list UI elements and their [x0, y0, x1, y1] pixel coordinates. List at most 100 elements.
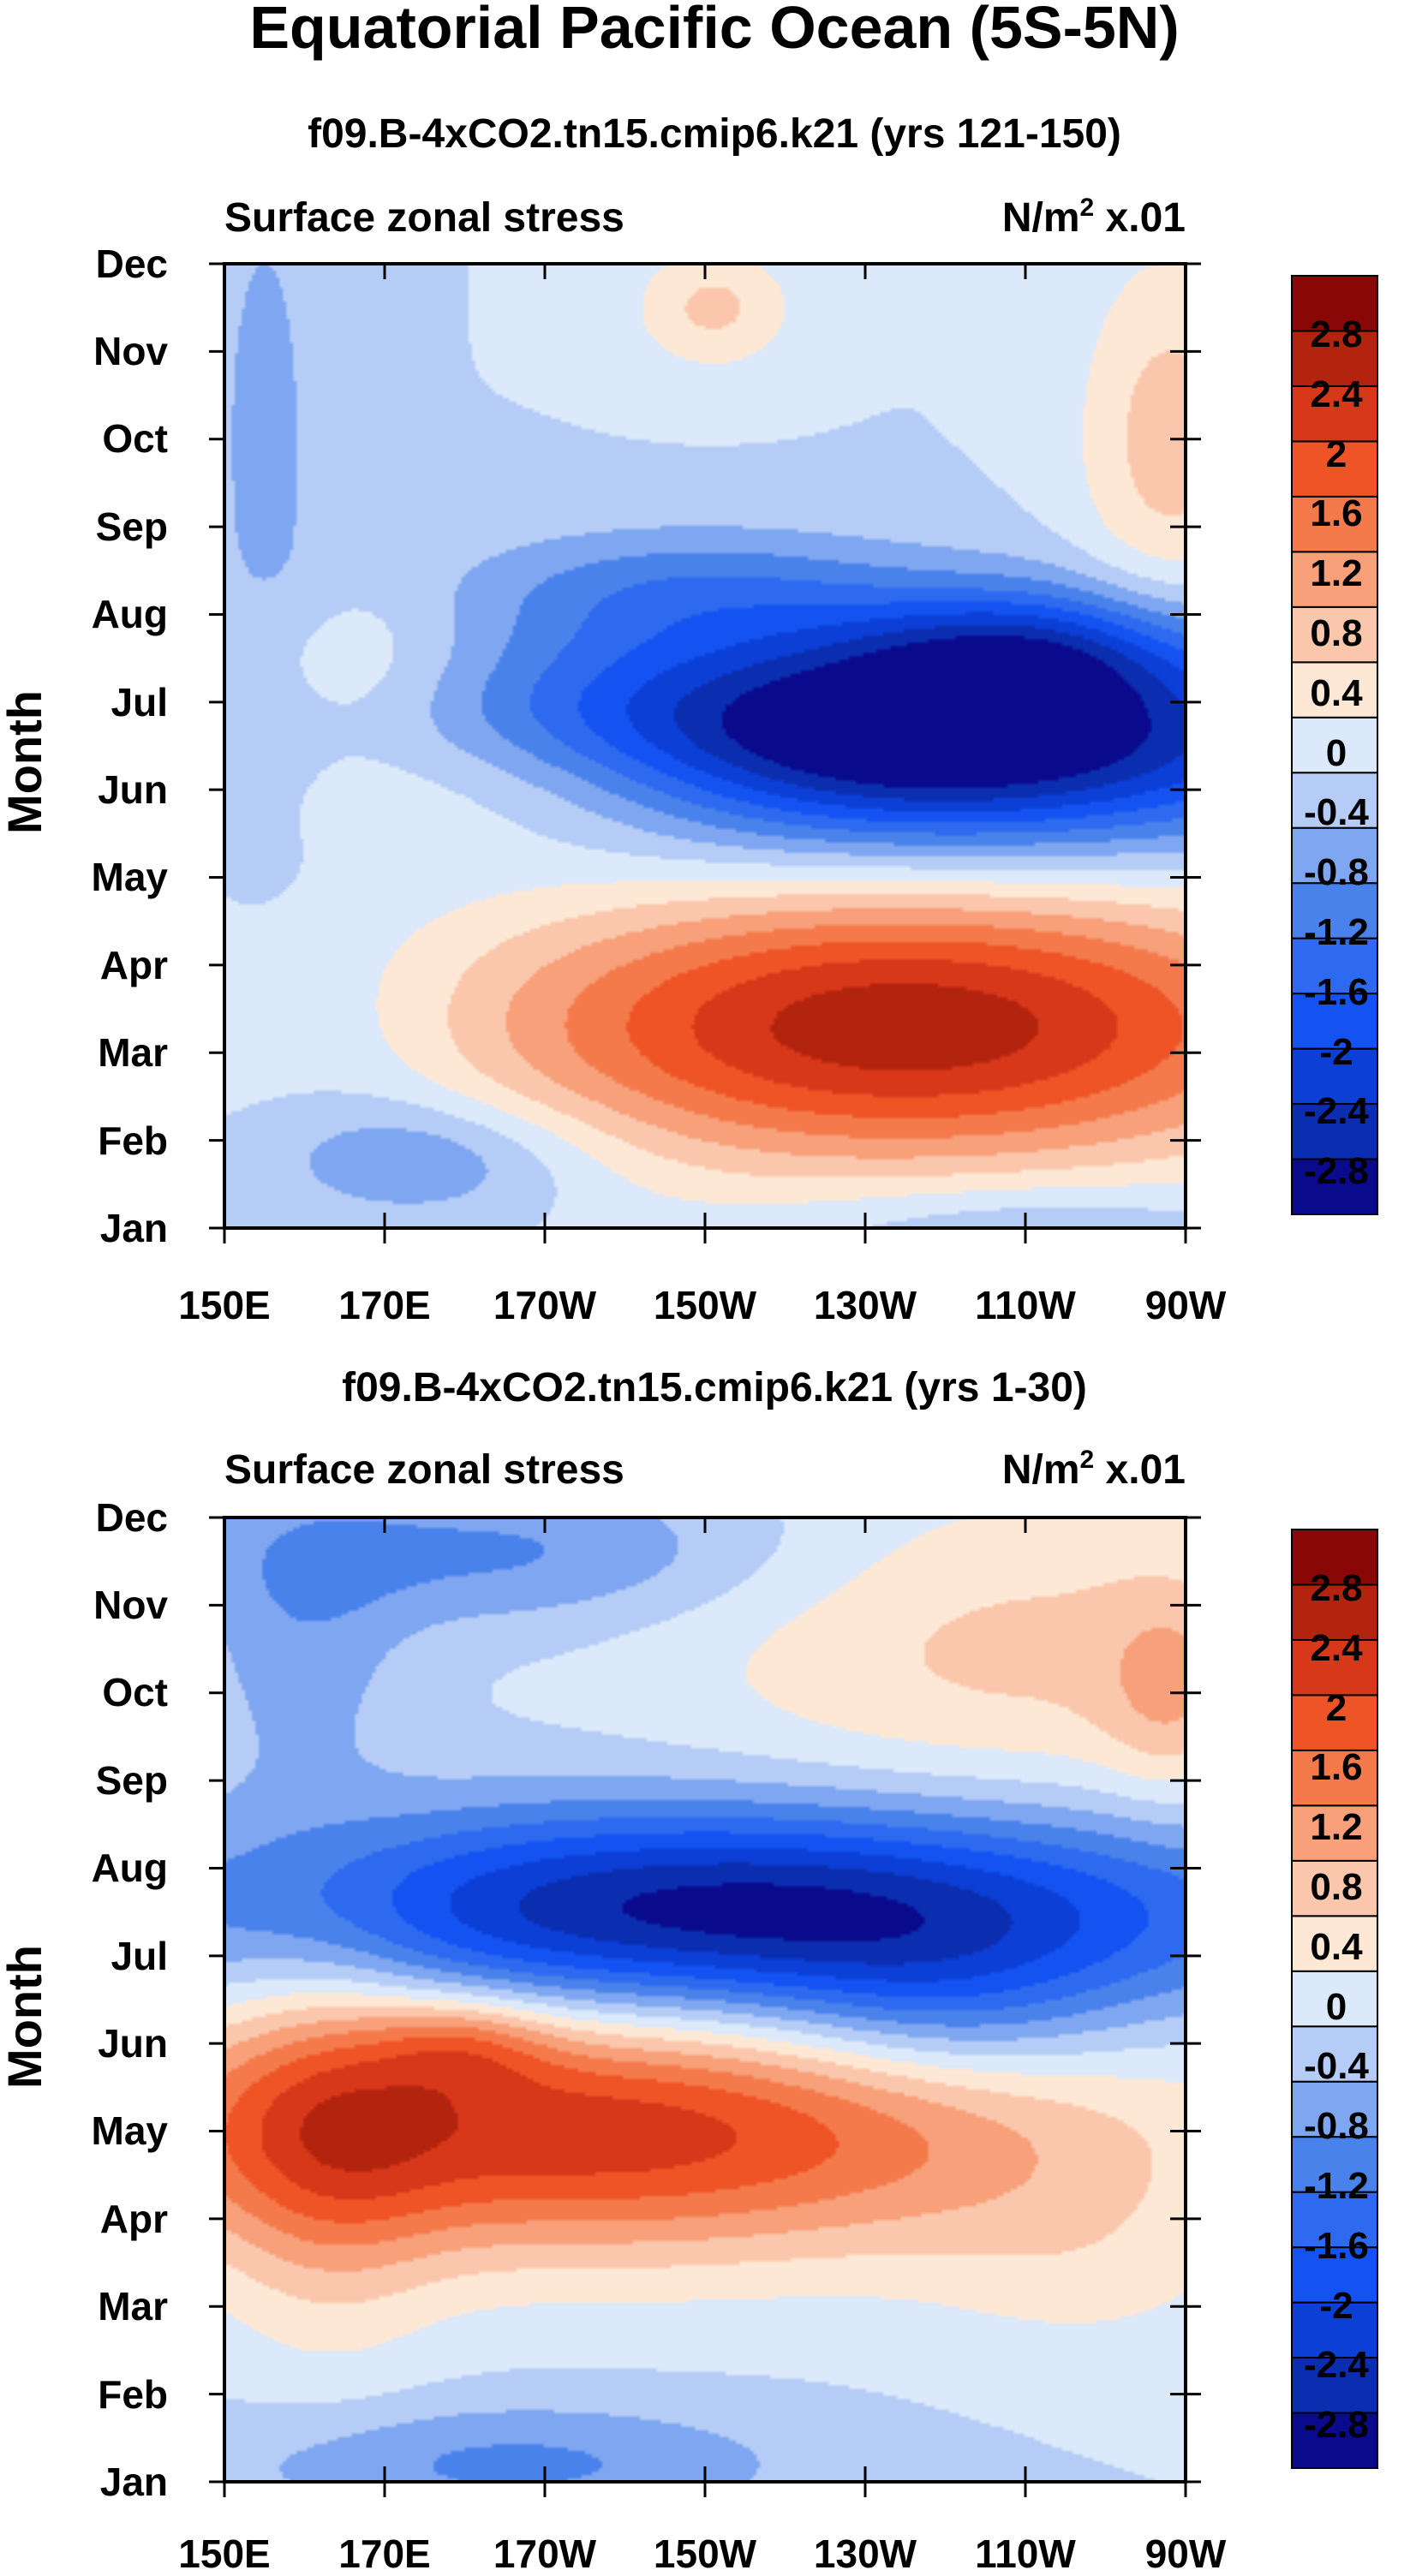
- colorbar-swatch: [1291, 826, 1378, 885]
- colorbar-label: -0.4: [1304, 2045, 1369, 2087]
- colorbar-label: -1.6: [1304, 971, 1369, 1013]
- colorbar-swatch: [1291, 495, 1378, 553]
- colorbar-label: 0: [1326, 732, 1347, 774]
- figure-title: Equatorial Pacific Ocean (5S-5N): [249, 0, 1179, 61]
- colorbar-swatch: [1291, 440, 1378, 498]
- y-tick-label: Sep: [96, 1758, 168, 1803]
- x-tick-label: 130W: [814, 1283, 917, 1327]
- colorbar-label: 2.8: [1310, 1567, 1362, 1609]
- colorbar-label: 0.4: [1310, 1926, 1363, 1968]
- colorbar-swatch: [1291, 1915, 1378, 1972]
- colorbar-label: -1.2: [1304, 2165, 1369, 2207]
- colorbar-swatch: [1291, 2191, 1378, 2249]
- x-tick-label: 110W: [975, 1283, 1076, 1327]
- panel-top-left-label: Surface zonal stress: [224, 195, 624, 241]
- colorbar-label: -2: [1319, 1031, 1353, 1073]
- colorbar-label: -2.8: [1304, 1150, 1369, 1192]
- x-tick-label: 170W: [493, 1283, 597, 1327]
- y-tick-label: Jan: [100, 2460, 168, 2504]
- colorbar-swatch: [1291, 2357, 1378, 2414]
- y-tick-label: Jun: [98, 767, 168, 812]
- x-tick-label: 130W: [814, 2531, 917, 2576]
- colorbar-label: 1.6: [1310, 492, 1362, 534]
- x-tick-label: 150E: [178, 1283, 270, 1327]
- colorbar-swatch: [1291, 1638, 1378, 1696]
- colorbar-swatch: [1291, 1047, 1378, 1106]
- colorbar-label: -0.4: [1304, 791, 1369, 833]
- y-tick-label: Oct: [102, 1670, 168, 1714]
- x-tick-label: 170E: [338, 1283, 430, 1327]
- y-tick-label: Aug: [92, 592, 168, 636]
- panel-bottom-title: f09.B-4xCO2.tn15.cmip6.k21 (yrs 1-30): [342, 1365, 1087, 1410]
- colorbar-swatch: [1291, 275, 1378, 332]
- panel-top: f09.B-4xCO2.tn15.cmip6.k21 (yrs 121-150)…: [0, 111, 1378, 1327]
- panel-top-y-ticks: Jan Feb Mar Apr May Jun Jul Aug Sep Oct …: [92, 242, 169, 1250]
- x-tick-label: 150E: [178, 2531, 270, 2576]
- colorbar-swatch: [1291, 551, 1378, 608]
- colorbar-swatch: [1291, 1103, 1378, 1160]
- colorbar-label: 1.6: [1310, 1746, 1362, 1788]
- colorbar-swatch: [1291, 2412, 1378, 2469]
- colorbar-label: -0.8: [1304, 851, 1369, 893]
- y-tick-label: May: [92, 2108, 169, 2153]
- panel-bottom-colorbar: [1291, 1529, 1378, 2469]
- y-tick-label: May: [92, 855, 169, 899]
- y-tick-label: Nov: [93, 329, 168, 373]
- colorbar-swatch: [1291, 937, 1378, 995]
- colorbar-swatch: [1291, 882, 1378, 939]
- y-tick-label: Mar: [98, 1030, 168, 1075]
- panel-bottom-x-ticks: 150E 170E 170W 150W 130W 110W 90W: [178, 2531, 1227, 2576]
- colorbar-swatch: [1291, 1749, 1378, 1807]
- panel-top-frame: [223, 262, 1187, 1230]
- y-tick-label: Feb: [98, 2372, 168, 2417]
- y-tick-label: Jun: [98, 2021, 168, 2066]
- panel-top-x-ticks: 150E 170E 170W 150W 130W 110W 90W: [178, 1283, 1227, 1327]
- panel-bottom: f09.B-4xCO2.tn15.cmip6.k21 (yrs 1-30) Su…: [0, 1365, 1378, 2576]
- panel-top-unit-label: N/m2 x.01: [1002, 194, 1186, 241]
- colorbar-label: -0.8: [1304, 2105, 1369, 2147]
- colorbar-label: -1.6: [1304, 2225, 1369, 2267]
- y-tick-label: Mar: [98, 2284, 168, 2329]
- y-tick-label: Jul: [111, 680, 168, 724]
- panel-bottom-unit-label: N/m2 x.01: [1002, 1446, 1186, 1493]
- colorbar-swatch: [1291, 1158, 1378, 1216]
- y-tick-label: Jul: [111, 1934, 168, 1978]
- colorbar-label: 0: [1326, 1986, 1347, 2028]
- colorbar-label: 2: [1326, 1687, 1347, 1729]
- y-tick-label: Feb: [98, 1118, 168, 1163]
- colorbar-label: 2.8: [1310, 313, 1362, 355]
- colorbar-label: 0.8: [1310, 612, 1362, 654]
- x-tick-label: 90W: [1145, 1283, 1227, 1327]
- y-tick-label: Jan: [100, 1206, 168, 1250]
- y-tick-label: Nov: [93, 1583, 168, 1627]
- colorbar-swatch: [1291, 661, 1378, 719]
- colorbar-label: -2: [1319, 2285, 1353, 2327]
- colorbar-label: 2: [1326, 433, 1347, 475]
- panel-top-contour-field: [224, 264, 1186, 1228]
- panel-top-colorbar-labels: 2.8 2.4 2 1.6 1.2 0.8 0.4 0 -0.4 -0.8 -1…: [1304, 313, 1369, 1192]
- panel-bottom-contour-field: [224, 1518, 1186, 2482]
- colorbar-label: -2.8: [1304, 2404, 1369, 2446]
- x-tick-label: 170E: [338, 2531, 430, 2576]
- colorbar-label: -2.4: [1304, 1090, 1369, 1132]
- colorbar-label: 0.4: [1310, 672, 1363, 714]
- colorbar-swatch: [1291, 993, 1378, 1050]
- panel-top-ylabel: Month: [0, 690, 51, 834]
- colorbar-swatch: [1291, 772, 1378, 829]
- colorbar-label: -2.4: [1304, 2344, 1369, 2386]
- panel-bottom-frame: [223, 1516, 1187, 2484]
- colorbar-swatch: [1291, 1694, 1378, 1751]
- panel-bottom-plot-area: [209, 1516, 1201, 2497]
- colorbar-swatch: [1291, 385, 1378, 443]
- colorbar-swatch: [1291, 1529, 1378, 1586]
- colorbar-swatch: [1291, 2025, 1378, 2083]
- colorbar-label: -1.2: [1304, 911, 1369, 953]
- colorbar-swatch: [1291, 716, 1378, 774]
- colorbar-swatch: [1291, 1970, 1378, 2028]
- colorbar-label: 1.2: [1310, 1806, 1362, 1848]
- panel-top-colorbar: [1291, 275, 1378, 1216]
- colorbar-label: 0.8: [1310, 1866, 1362, 1908]
- y-tick-label: Aug: [92, 1846, 168, 1890]
- y-tick-label: Oct: [102, 416, 168, 461]
- colorbar-swatch: [1291, 1804, 1378, 1862]
